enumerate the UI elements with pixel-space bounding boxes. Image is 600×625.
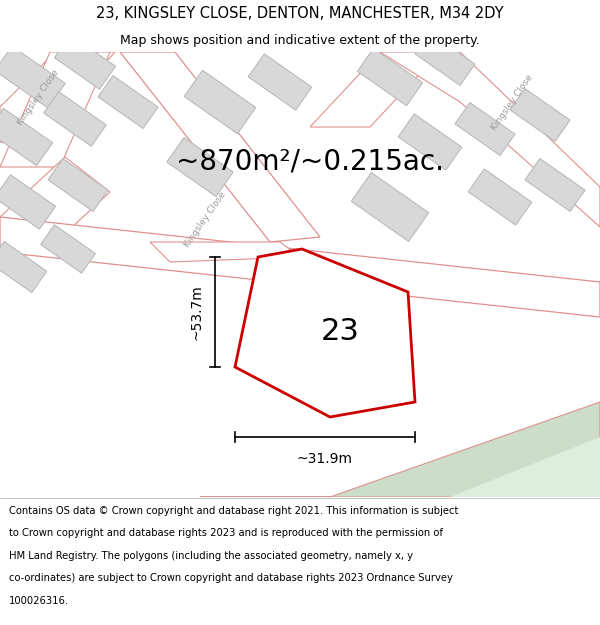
Text: ~870m²/~0.215ac.: ~870m²/~0.215ac.	[176, 148, 444, 176]
Polygon shape	[184, 70, 256, 134]
Text: co-ordinates) are subject to Crown copyright and database rights 2023 Ordnance S: co-ordinates) are subject to Crown copyr…	[9, 573, 453, 583]
Polygon shape	[380, 52, 600, 227]
Polygon shape	[44, 92, 106, 146]
Text: ~53.7m: ~53.7m	[190, 284, 204, 340]
Polygon shape	[0, 175, 56, 229]
Polygon shape	[455, 102, 515, 156]
Polygon shape	[510, 89, 570, 141]
Polygon shape	[120, 52, 320, 242]
Polygon shape	[0, 46, 65, 108]
Polygon shape	[0, 157, 110, 252]
Polygon shape	[468, 169, 532, 225]
Text: to Crown copyright and database rights 2023 and is reproduced with the permissio: to Crown copyright and database rights 2…	[9, 528, 443, 538]
Text: ~31.9m: ~31.9m	[297, 452, 353, 466]
Polygon shape	[248, 54, 312, 110]
Text: 23: 23	[320, 318, 359, 346]
Polygon shape	[415, 32, 475, 86]
Text: Kingsley Close: Kingsley Close	[182, 189, 227, 249]
Text: Kingsley Close: Kingsley Close	[16, 68, 61, 126]
Polygon shape	[55, 35, 116, 89]
Polygon shape	[398, 114, 462, 170]
Text: Map shows position and indicative extent of the property.: Map shows position and indicative extent…	[120, 34, 480, 47]
Polygon shape	[0, 52, 110, 167]
Polygon shape	[0, 217, 600, 317]
Polygon shape	[235, 249, 415, 417]
Text: 23, KINGSLEY CLOSE, DENTON, MANCHESTER, M34 2DY: 23, KINGSLEY CLOSE, DENTON, MANCHESTER, …	[96, 6, 504, 21]
Polygon shape	[0, 52, 115, 147]
Text: Kingsley Close: Kingsley Close	[490, 72, 535, 131]
Polygon shape	[48, 159, 108, 211]
Polygon shape	[358, 48, 422, 106]
Polygon shape	[98, 76, 158, 128]
Polygon shape	[0, 108, 53, 166]
Polygon shape	[41, 225, 95, 273]
Polygon shape	[525, 159, 585, 211]
Polygon shape	[200, 402, 600, 497]
Polygon shape	[310, 52, 440, 127]
Text: Contains OS data © Crown copyright and database right 2021. This information is : Contains OS data © Crown copyright and d…	[9, 506, 458, 516]
Polygon shape	[167, 138, 233, 196]
Polygon shape	[330, 437, 600, 497]
Polygon shape	[0, 241, 47, 292]
Text: 100026316.: 100026316.	[9, 596, 69, 606]
Polygon shape	[351, 173, 429, 241]
Polygon shape	[150, 242, 300, 262]
Text: HM Land Registry. The polygons (including the associated geometry, namely x, y: HM Land Registry. The polygons (includin…	[9, 551, 413, 561]
